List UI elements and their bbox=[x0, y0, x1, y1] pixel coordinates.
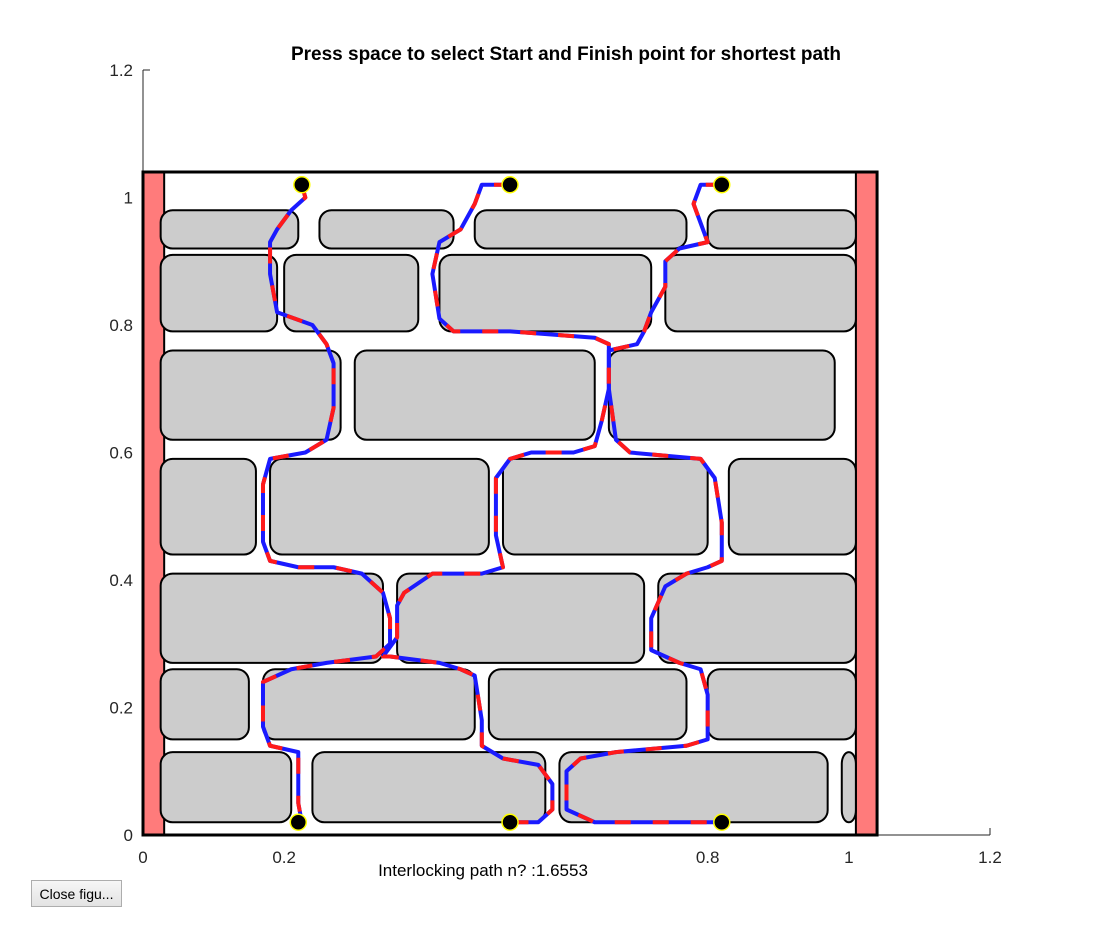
stone-block bbox=[261, 668, 476, 741]
stone-block bbox=[311, 751, 547, 824]
stone-block bbox=[396, 572, 646, 664]
stone-block bbox=[159, 751, 293, 824]
shortest-path-dashes bbox=[380, 182, 611, 825]
axes: 0 0.2 0.8 1 1.2 0 0.2 0.4 0.6 0.8 1 1.2 bbox=[109, 61, 1001, 867]
stone-block bbox=[438, 253, 653, 333]
x-tick-label: 1 bbox=[844, 848, 853, 867]
x-tick-label: 1.2 bbox=[978, 848, 1002, 867]
finish-point-marker bbox=[289, 813, 308, 831]
finish-point-marker bbox=[713, 813, 731, 831]
finish-point-marker bbox=[501, 813, 519, 831]
right-boundary-band bbox=[854, 171, 879, 836]
stone-block bbox=[353, 349, 596, 441]
stone-block bbox=[607, 349, 836, 441]
y-tick-label: 0 bbox=[124, 826, 133, 845]
stone-block bbox=[473, 209, 688, 250]
x-tick-label: 0.2 bbox=[272, 848, 296, 867]
start-point-marker bbox=[501, 176, 519, 194]
shortest-path-dashes bbox=[260, 184, 393, 823]
stone-block bbox=[283, 253, 420, 333]
y-tick-label: 0.4 bbox=[109, 571, 133, 590]
shortest-path-dashes bbox=[564, 182, 724, 825]
stone-block bbox=[159, 668, 250, 741]
stone-block bbox=[159, 572, 384, 664]
stone-block bbox=[487, 668, 688, 741]
start-point-marker bbox=[713, 176, 731, 194]
stone-block bbox=[501, 457, 709, 556]
wall-frame bbox=[141, 170, 879, 837]
start-point-marker bbox=[293, 176, 311, 194]
x-axis-label: Interlocking path n? :1.6553 bbox=[378, 861, 588, 880]
y-tick-label: 0.8 bbox=[109, 316, 133, 335]
stone-block bbox=[269, 457, 490, 556]
close-figure-button[interactable]: Close figu... bbox=[31, 880, 122, 907]
stone-block bbox=[159, 253, 279, 333]
y-tick-label: 0.2 bbox=[109, 699, 133, 718]
stone-block bbox=[159, 349, 342, 441]
stone-block bbox=[318, 209, 455, 250]
stone-block bbox=[159, 209, 300, 250]
x-tick-label: 0.8 bbox=[696, 848, 720, 867]
chart-title: Press space to select Start and Finish p… bbox=[291, 44, 841, 65]
stone-block bbox=[664, 253, 857, 333]
stone-block bbox=[706, 668, 857, 741]
stone-block bbox=[727, 457, 857, 556]
x-tick-label: 0 bbox=[138, 848, 147, 867]
axis-ticks: 0 0.2 0.8 1 1.2 0 0.2 0.4 0.6 0.8 1 1.2 bbox=[109, 61, 1001, 867]
stone-block bbox=[657, 572, 857, 664]
plot-area bbox=[141, 170, 879, 837]
y-tick-label: 1.2 bbox=[109, 61, 133, 80]
stone-block bbox=[706, 209, 857, 250]
stone-block bbox=[558, 751, 829, 824]
stone-block bbox=[840, 751, 857, 824]
stone-block bbox=[159, 457, 257, 556]
y-tick-label: 0.6 bbox=[109, 444, 133, 463]
y-tick-label: 1 bbox=[124, 189, 133, 208]
